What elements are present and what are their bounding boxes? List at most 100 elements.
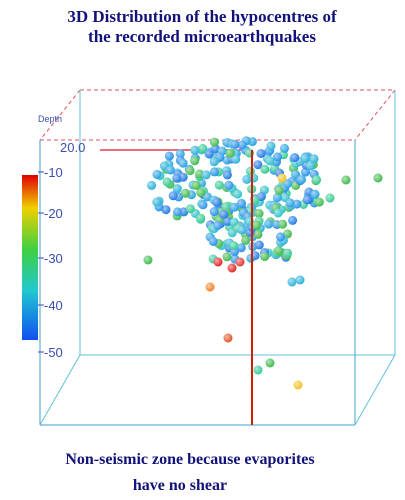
hypocentre-shine [302,195,312,205]
hypocentre-shine [227,263,237,273]
hypocentre-shine [341,175,351,185]
hypocentre-shine [237,225,247,235]
hypocentre-shine [260,164,270,174]
hypocentre-shine [252,220,262,230]
hypocentre-shine [225,148,235,158]
colorbar [22,175,38,340]
hypocentre-shine [285,198,295,208]
hypocentre-shine [223,217,233,226]
hypocentre-shine [175,149,185,159]
hypocentre-shine [172,173,182,183]
hypocentre-shine [301,167,310,177]
hypocentre-shine [288,215,298,225]
hypocentre-shine [229,241,239,251]
hypocentre-shine [164,151,174,161]
colorbar-label: -20 [44,206,63,221]
hypocentre-shine [227,228,237,238]
hypocentre-shine [190,145,200,155]
axis-label: Depth [38,114,62,124]
hypocentre-shine [265,358,275,368]
colorbar-label: -10 [44,165,63,180]
hypocentre-shine [312,175,322,185]
hypocentre-shine [256,149,266,158]
hypocentre-shine [209,157,219,167]
hypocentre-shine [278,219,288,229]
hypocentre-shine [273,193,282,203]
hypocentre-shine [161,205,171,215]
hypocentre-shine [297,175,306,185]
hypocentre-shine [300,153,310,163]
hypocentre-shine [152,197,162,207]
caption: have no shear [133,477,227,494]
hypocentre-shine [291,170,301,179]
hypocentre-shine [287,277,297,287]
hypocentre-shine [173,207,183,217]
hypocentre-shine [181,188,190,198]
hypocentre-shine [306,161,315,171]
hypocentre-shine [283,179,292,189]
hypocentre-shine [147,180,157,190]
hypocentre-shine [195,169,205,179]
hypocentre-shine [276,232,285,242]
hypocentre-shine [211,144,220,154]
hypocentre-shine [309,154,319,164]
hypocentre-shine [214,180,224,190]
hypocentre-shine [283,229,292,239]
hypocentre-shine [222,252,232,262]
hypocentre-shine [290,153,300,163]
hypocentre-shine [277,173,287,183]
hypocentre-shine [280,143,289,153]
hypocentre-shine [231,154,241,164]
hypocentre-shine [236,243,246,253]
hypocentre-shine [196,213,206,223]
title: the recorded microearthquakes [88,27,316,46]
hypocentre-shine [204,149,214,159]
hypocentre-shine [190,156,200,166]
colorbar-label: -30 [44,251,63,266]
hypocentre-shine [273,208,283,218]
hypocentre-shine [223,333,233,343]
hypocentre-shine [224,180,234,190]
hypocentre-shine [253,365,263,375]
hypocentre-shine [212,197,222,207]
hypocentre-shine [266,141,276,151]
hypocentre-shine [229,202,239,212]
colorbar-label: -50 [44,345,63,360]
hypocentre-shine [152,169,162,179]
hypocentre-shine [293,380,303,390]
title: 3D Distribution of the hypocentres of [67,7,337,26]
hypocentre-shine [208,237,218,246]
hypocentre-shine [178,158,188,168]
hypocentre-shine [219,209,229,219]
hypocentre-shine [213,257,223,267]
hypocentre-shine [236,199,246,209]
hypocentre-shine [265,156,275,166]
hypocentre-shine [241,235,251,245]
hypocentre-shine [213,221,223,230]
hypocentre-shine [201,170,211,180]
hypocentre-shine [242,174,252,184]
corner-label: 20.0 [60,140,85,155]
hypocentre-shine [254,240,264,250]
hypocentre-shine [196,188,206,198]
hypocentre-shine [210,167,219,177]
hypocentre-shine [172,184,182,194]
hypocentre-shine [273,152,282,162]
hypocentre-shine [203,192,212,202]
hypocentre-shine [235,257,245,267]
hypocentre-shine [260,252,270,262]
hypocentre-shine [168,191,178,201]
hypocentre-shine [165,165,175,175]
hypocentre-shine [254,209,264,218]
hypocentre-shine [233,189,243,199]
hypocentre-shine [237,140,247,150]
hypocentre-shine [198,144,208,153]
colorbar-label: -40 [44,298,63,313]
hypocentre-shine [274,185,284,195]
caption: Non-seismic zone because evaporites [65,451,314,468]
hypocentre-shine [185,166,195,176]
hypocentre-shine [274,246,284,256]
hypocentre-shine [162,177,172,187]
hypocentre-shine [209,207,219,217]
